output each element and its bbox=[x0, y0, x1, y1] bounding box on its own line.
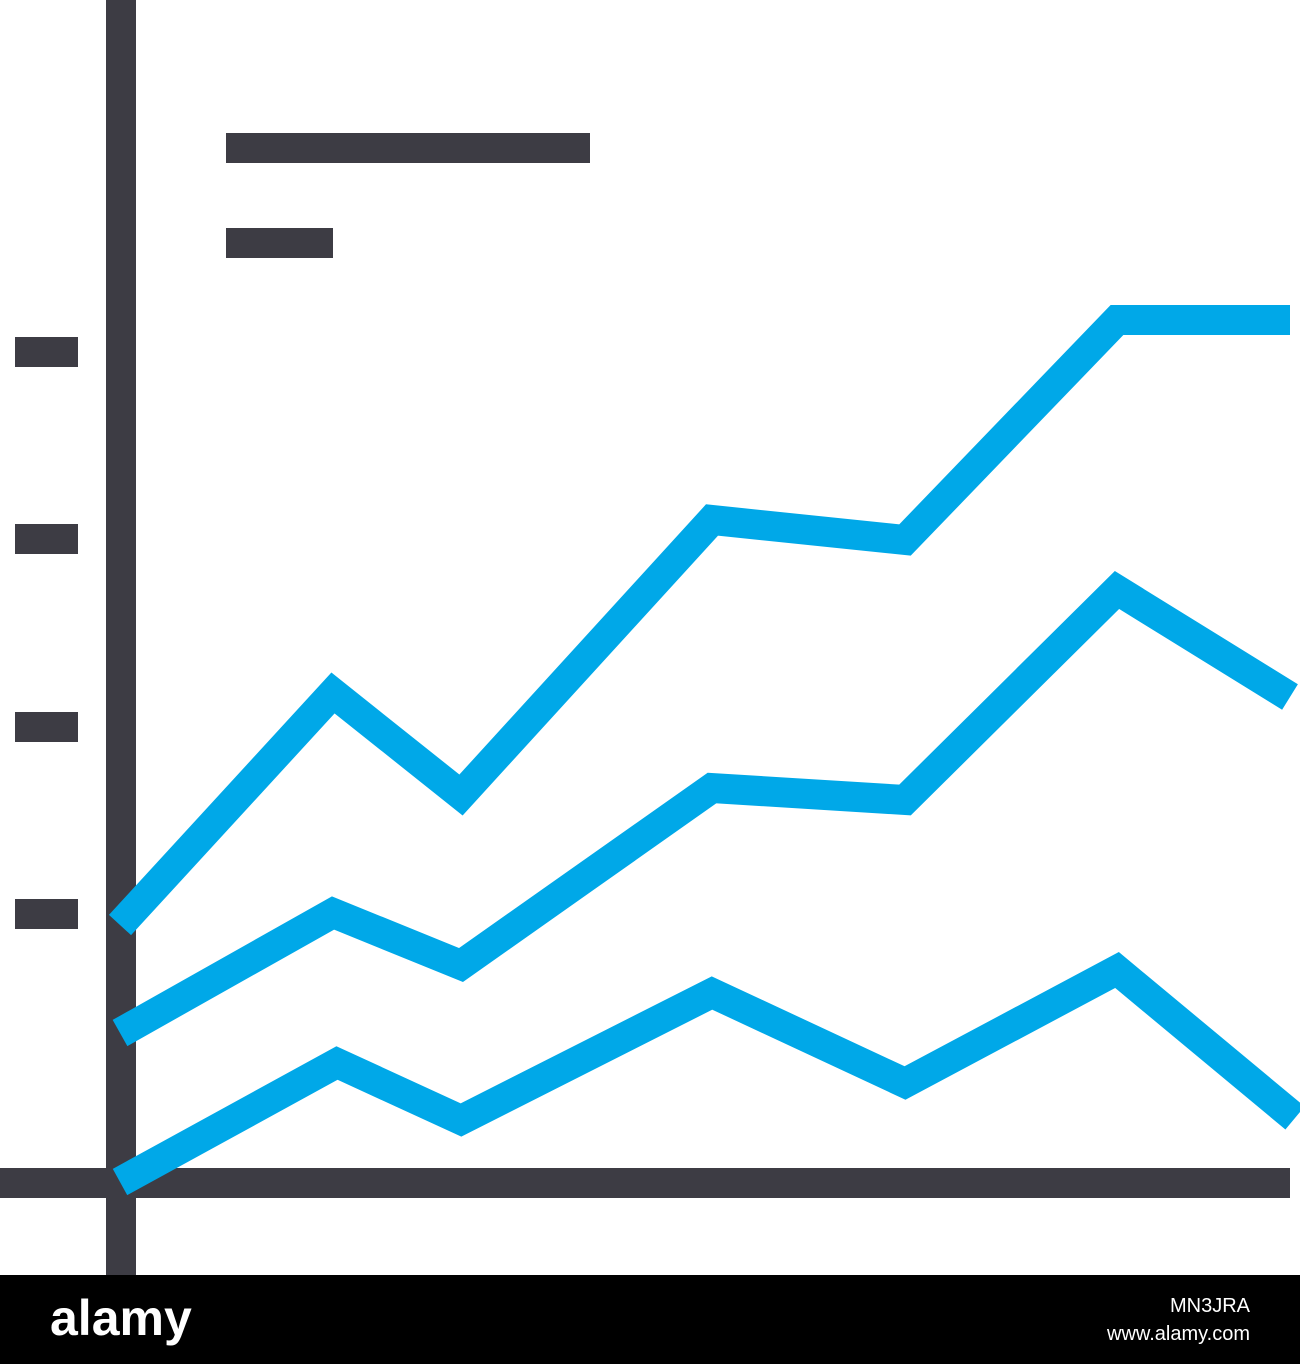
axis-tick bbox=[15, 712, 78, 742]
horizontal-axis bbox=[0, 1168, 1290, 1198]
legend-bar bbox=[226, 228, 333, 258]
url: www.alamy.com bbox=[1106, 1323, 1250, 1345]
line-top bbox=[108, 305, 1290, 936]
axis-tick bbox=[15, 899, 78, 929]
axis-tick bbox=[15, 524, 78, 554]
image-id: MN3JRA bbox=[1170, 1295, 1251, 1317]
line-bottom bbox=[112, 952, 1300, 1196]
brand: alamy bbox=[50, 1290, 192, 1346]
background bbox=[0, 0, 1300, 1275]
vertical-axis bbox=[106, 0, 136, 1275]
axis-tick bbox=[15, 337, 78, 367]
line-middle bbox=[112, 571, 1298, 1047]
watermark-bar bbox=[0, 1275, 1300, 1364]
legend-bar bbox=[226, 133, 590, 163]
